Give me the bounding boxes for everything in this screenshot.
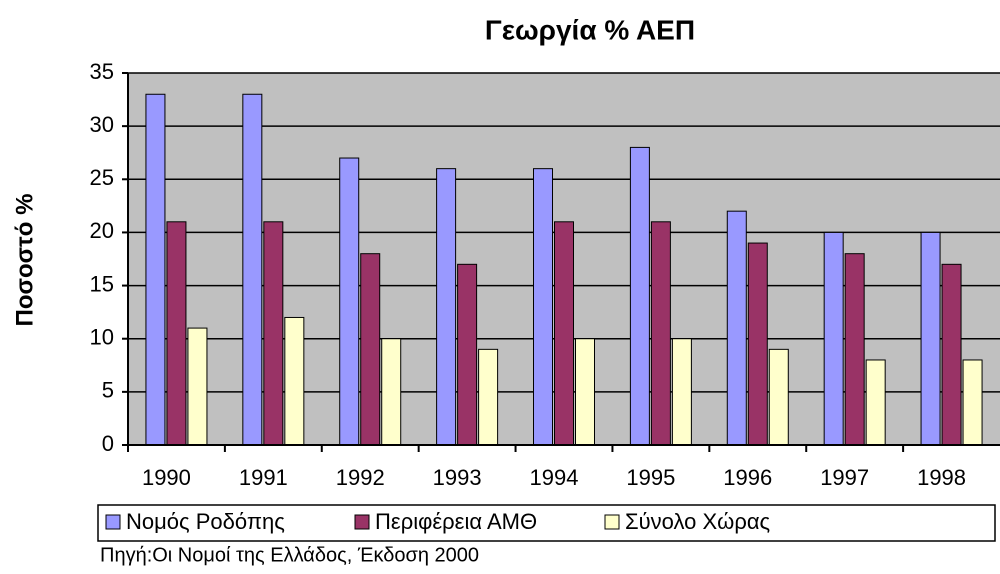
x-tick-label: 1994 bbox=[530, 465, 579, 490]
legend-label: Περιφέρεια ΑΜΘ bbox=[375, 509, 537, 534]
x-tick-label: 1990 bbox=[142, 465, 191, 490]
source-note: Πηγή:Οι Νομοί της Ελλάδος, Έκδοση 2000 bbox=[100, 544, 479, 566]
bar bbox=[339, 157, 360, 446]
y-tick-label: 5 bbox=[102, 378, 114, 403]
bar bbox=[671, 338, 692, 446]
bar bbox=[284, 316, 305, 446]
legend-swatch bbox=[604, 514, 620, 530]
bar bbox=[166, 221, 187, 446]
bar bbox=[747, 242, 768, 446]
x-tick-label: 1995 bbox=[626, 465, 675, 490]
x-tick-label: 1991 bbox=[239, 465, 288, 490]
legend-swatch bbox=[105, 514, 121, 530]
y-tick-label: 30 bbox=[90, 112, 114, 137]
bar bbox=[242, 93, 263, 446]
bar bbox=[533, 168, 553, 446]
y-tick-label: 15 bbox=[90, 271, 114, 296]
y-tick-label: 0 bbox=[102, 431, 114, 456]
bar bbox=[629, 146, 650, 446]
bar bbox=[478, 348, 499, 446]
bar bbox=[768, 348, 789, 446]
bar bbox=[381, 338, 402, 446]
x-tick-label: 1996 bbox=[723, 465, 772, 490]
bar bbox=[457, 263, 478, 446]
legend-label: Νομός Ροδόπης bbox=[126, 509, 285, 534]
bar bbox=[436, 168, 457, 446]
bar bbox=[360, 253, 381, 446]
bar bbox=[263, 221, 284, 446]
y-tick-label: 25 bbox=[90, 165, 114, 190]
legend-label: Σύνολο Χώρας bbox=[625, 509, 770, 534]
bar bbox=[650, 221, 671, 446]
x-tick-label: 1992 bbox=[336, 465, 385, 490]
bar bbox=[865, 359, 886, 446]
bar bbox=[726, 210, 747, 446]
legend-box bbox=[97, 504, 996, 542]
bar bbox=[554, 221, 574, 446]
bar bbox=[145, 93, 166, 446]
x-tick-label: 1993 bbox=[433, 465, 482, 490]
bar bbox=[575, 338, 595, 446]
bar bbox=[823, 231, 844, 446]
x-tick-label: 1997 bbox=[820, 465, 869, 490]
y-tick-label: 20 bbox=[90, 218, 114, 243]
y-tick-label: 10 bbox=[90, 325, 114, 350]
bar bbox=[187, 327, 208, 446]
y-tick-label: 35 bbox=[90, 59, 114, 84]
y-axis-label: Ποσοστό % bbox=[11, 194, 38, 327]
bar bbox=[920, 231, 941, 446]
x-tick-label: 1998 bbox=[917, 465, 966, 490]
bar bbox=[941, 263, 962, 446]
bar bbox=[962, 359, 983, 446]
bar bbox=[844, 253, 865, 446]
chart-title: Γεωργία % ΑΕΠ bbox=[485, 14, 695, 45]
legend-swatch bbox=[354, 514, 370, 530]
